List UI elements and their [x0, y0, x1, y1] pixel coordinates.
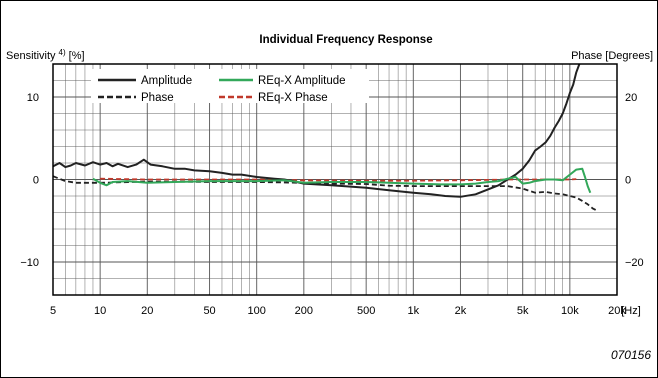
x-tick-label: 200	[295, 305, 313, 317]
legend: Amplitude Phase REq-X Amplitude REq-X Ph…	[91, 69, 369, 104]
y-tick-label-left: 0	[33, 175, 39, 187]
y-axis-right-label: Phase [Degrees]	[571, 50, 653, 62]
y-tick-label-right: 0	[625, 175, 631, 187]
x-tick-label: 2k	[455, 305, 467, 317]
y-axis-left-superscript: 4)	[59, 48, 66, 57]
y-tick-labels-right: 20 0 −20	[625, 92, 644, 269]
x-tick-label: 50	[203, 305, 215, 317]
y-tick-label-right: −20	[625, 257, 644, 269]
x-tick-label: 500	[357, 305, 375, 317]
y-tick-label-left: −10	[20, 257, 39, 269]
x-tick-label: 1k	[407, 305, 419, 317]
legend-label-amplitude: Amplitude	[141, 75, 192, 87]
series-line-phase	[52, 175, 598, 212]
y-tick-labels-left: 10 0 −10	[20, 92, 39, 269]
plot-series	[52, 63, 598, 212]
y-tick-label-right: 20	[625, 92, 637, 104]
x-tick-label: 10k	[561, 305, 579, 317]
y-tick-label-left: 10	[27, 92, 39, 104]
series-line-req-x-amplitude	[92, 167, 592, 194]
legend-label-phase: Phase	[141, 92, 174, 104]
figure-id: 070156	[611, 348, 651, 362]
legend-label-reqx-phase: REq-X Phase	[258, 92, 328, 104]
y-axis-left-unit: [%]	[69, 50, 85, 62]
legend-label-reqx-amplitude: REq-X Amplitude	[258, 75, 346, 87]
y-axis-left-label: Sensitivity 4) [%]	[6, 48, 85, 62]
x-tick-label: 100	[248, 305, 266, 317]
x-tick-label: 5	[50, 305, 56, 317]
x-axis-unit-label: [Hz]	[621, 305, 641, 317]
plot-area-border	[52, 63, 618, 296]
x-tick-label: 20k	[608, 305, 626, 317]
x-tick-labels: 5 10 20 50 100 200 500 1k 2k 5k 10k 20k	[50, 305, 626, 317]
x-tick-label: 5k	[517, 305, 529, 317]
x-tick-label: 20	[141, 305, 153, 317]
chart-title: Individual Frequency Response	[259, 34, 432, 46]
y-axis-left-name: Sensitivity	[6, 50, 56, 62]
x-tick-label: 10	[94, 305, 106, 317]
